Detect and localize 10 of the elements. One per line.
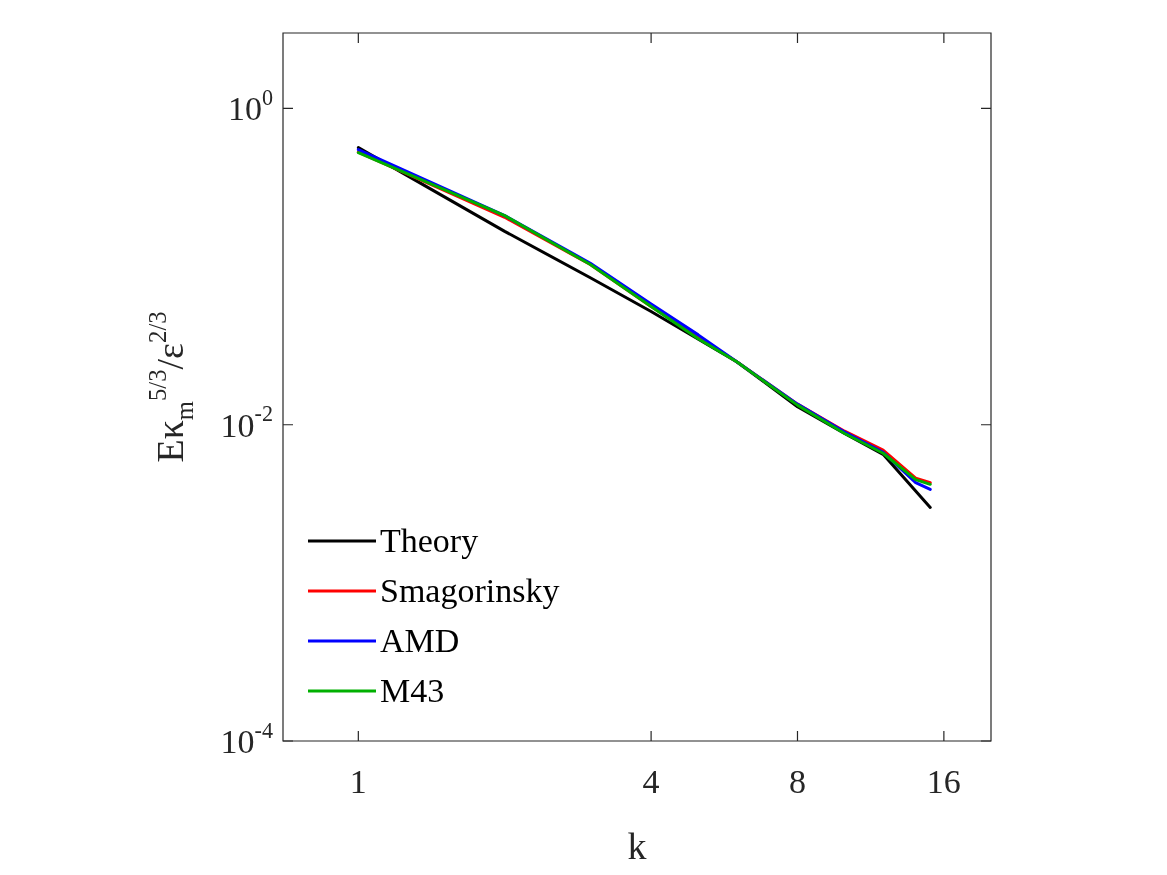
legend-label: Smagorinsky <box>380 572 560 609</box>
x-tick-label: 4 <box>642 763 660 800</box>
x-tick-label: 8 <box>788 763 806 800</box>
x-tick-label: 1 <box>349 763 367 800</box>
x-tick-label: 16 <box>926 763 961 800</box>
x-axis-title: k <box>627 825 647 867</box>
legend-label: Theory <box>380 522 479 559</box>
legend-label: AMD <box>380 622 460 659</box>
legend-label: M43 <box>380 672 445 709</box>
y-axis-title: Eκm5/3/ε2/3 <box>143 311 198 463</box>
